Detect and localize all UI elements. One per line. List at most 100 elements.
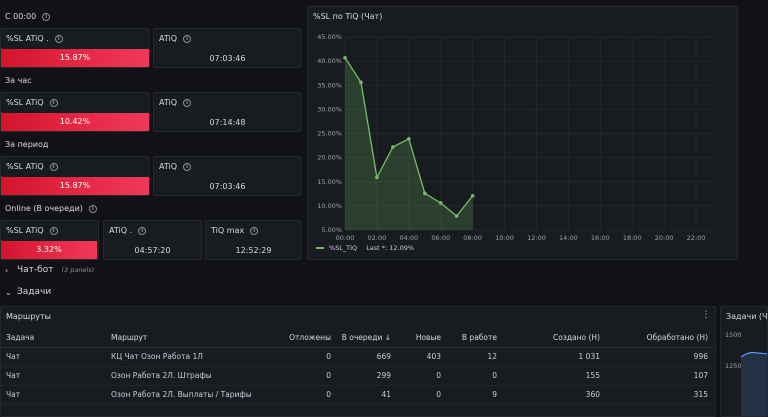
panel-title: ATiQ i xyxy=(159,98,192,107)
mini-area xyxy=(741,352,767,416)
table-cell: 669 xyxy=(336,347,396,367)
table-cell: 0 xyxy=(281,385,336,405)
info-icon[interactable]: i xyxy=(183,34,192,43)
y-tick-label: 35.00% xyxy=(317,81,342,89)
x-tick-label: 16:00 xyxy=(591,234,610,242)
info-icon[interactable]: i xyxy=(49,162,58,171)
stat-panel-atiq[interactable]: ATiQ i 07:03:46 xyxy=(153,28,302,68)
chevron-right-icon: › xyxy=(5,265,9,275)
row-title-per-hour: За час xyxy=(5,76,32,85)
stat-panel-sl-atiq[interactable]: %SL ATiQ i 3.32% xyxy=(0,220,99,260)
info-icon[interactable]: i xyxy=(88,204,97,213)
panel-title: %SL ATiQ i xyxy=(6,98,58,107)
section-tasks[interactable]: ⌄ Задачи xyxy=(5,287,51,297)
section-title: Чат-бот xyxy=(17,265,54,275)
table-cell: 0 xyxy=(281,366,336,386)
row-title-label: С 00:00 xyxy=(5,12,37,21)
panel-title: TiQ max i xyxy=(211,226,259,235)
row-title-since-midnight: С 00:00 i xyxy=(5,12,51,21)
data-point[interactable] xyxy=(470,193,475,198)
info-icon[interactable]: i xyxy=(138,226,147,235)
table-row[interactable]: Чат Озон Работа 2Л. Штрафы 0 299 0 0 155… xyxy=(1,366,713,386)
x-tick-label: 12:00 xyxy=(527,234,546,242)
section-chat-bot[interactable]: › Чат-бот (3 panels) xyxy=(5,265,94,275)
stat-value: 07:03:46 xyxy=(209,54,246,63)
table-cell: 360 xyxy=(502,385,605,405)
table-cell: 0 xyxy=(396,385,446,405)
table-cell: КЦ Чат Озон Работа 1Л xyxy=(106,347,281,367)
data-point[interactable] xyxy=(454,214,459,218)
panel-menu-icon[interactable]: ⋮ xyxy=(701,310,711,320)
data-point[interactable] xyxy=(438,201,443,205)
y-tick-label: 1500 xyxy=(725,331,742,339)
line-chart[interactable]: 45.00% 40.00% 35.00% 30.00% 25.00% 20.00% 15.0… xyxy=(308,7,737,259)
column-header[interactable]: В очереди ↓ xyxy=(336,328,396,348)
info-icon[interactable]: i xyxy=(49,226,58,235)
table-cell: Чат xyxy=(1,347,106,367)
stat-panel-atiq[interactable]: ATiQ i 07:03:46 xyxy=(153,156,302,196)
legend-last-value: Last *: 12.09% xyxy=(366,244,415,252)
column-header[interactable]: Маршрут xyxy=(106,328,281,348)
stat-value: 12:52:29 xyxy=(235,246,272,255)
stat-panel-sl-atiq[interactable]: %SL ATiQ i 15.87% xyxy=(0,156,150,196)
routes-table-wrap: Задача Маршрут Отложены В очереди ↓ Новы… xyxy=(1,328,713,405)
routes-panel[interactable]: Маршруты ⋮ Задача Маршрут Отложены В оче… xyxy=(0,306,716,417)
stat-value: 15.87% xyxy=(1,49,149,67)
data-point[interactable] xyxy=(407,137,411,141)
table-cell: 155 xyxy=(502,366,605,386)
stat-panel-atiq[interactable]: ATiQ .i 04:57:20 xyxy=(103,220,202,260)
row-title-online: Online (В очереди) i xyxy=(5,204,97,213)
chart-panel-sl-tiq[interactable]: %SL по TiQ (Чат) 45.00% 40.00% 35.00% 30.00… xyxy=(307,6,738,260)
column-header[interactable]: В работе xyxy=(446,328,502,348)
info-icon[interactable]: i xyxy=(183,98,192,107)
mini-area-chart xyxy=(740,351,767,416)
column-header[interactable]: Отложены xyxy=(281,328,336,348)
table-row[interactable]: Чат КЦ Чат Озон Работа 1Л 0 669 403 12 1… xyxy=(1,347,713,367)
x-tick-label: 14:00 xyxy=(559,234,578,242)
panel-title: Маршруты xyxy=(6,312,51,321)
info-icon[interactable]: i xyxy=(49,98,58,107)
stat-value: 3.32% xyxy=(1,241,97,259)
stat-value: 04:57:20 xyxy=(134,246,171,255)
column-header[interactable]: Задача xyxy=(1,328,106,348)
legend-swatch xyxy=(316,247,324,249)
info-icon[interactable]: i xyxy=(42,12,51,21)
stat-value: 15.87% xyxy=(1,177,149,195)
table-cell: Чат xyxy=(1,366,106,386)
y-tick-label: 25.00% xyxy=(317,130,342,138)
info-icon[interactable]: i xyxy=(183,162,192,171)
info-icon[interactable]: i xyxy=(54,34,63,43)
column-header[interactable]: Создано (Н) xyxy=(502,328,605,348)
panel-title: ATiQ i xyxy=(159,162,192,171)
column-header[interactable]: Новые xyxy=(396,328,446,348)
info-icon[interactable]: i xyxy=(250,226,259,235)
data-point[interactable] xyxy=(375,175,379,180)
table-cell: Озон Работа 2Л. Выплаты / Тарифы xyxy=(106,385,281,405)
stat-panel-sl-atiq[interactable]: %SL ATiQ .i 15.87% xyxy=(0,28,150,68)
stat-panel-sl-atiq[interactable]: %SL ATiQ i 10.42% xyxy=(0,92,150,132)
y-tick-label: 20.00% xyxy=(317,154,342,162)
data-point[interactable] xyxy=(359,80,363,85)
table-cell: 41 xyxy=(336,385,396,405)
row-title-label: За час xyxy=(5,76,32,85)
panel-title: %SL по TiQ (Чат) xyxy=(313,12,383,21)
y-tick-label: 1250 xyxy=(725,362,742,370)
data-point[interactable] xyxy=(343,55,347,60)
table-cell: 315 xyxy=(605,385,713,405)
panel-title: %SL ATiQ i xyxy=(6,226,58,235)
tasks-chart-panel[interactable]: Задачи (Ча 1500 1250 xyxy=(720,306,768,417)
table-row[interactable]: Чат Озон Работа 2Л. Выплаты / Тарифы 0 4… xyxy=(1,385,713,405)
x-tick-label: 04:00 xyxy=(399,234,418,242)
y-tick-label: 10.00% xyxy=(317,202,342,210)
stat-panel-atiq[interactable]: ATiQ i 07:14:48 xyxy=(153,92,302,132)
data-point[interactable] xyxy=(391,145,395,149)
table-cell: 12 xyxy=(446,347,502,367)
stat-panel-tiq-max[interactable]: TiQ max i 12:52:29 xyxy=(205,220,302,260)
chart-legend[interactable]: %SL_TIQ Last *: 12.09% xyxy=(316,244,414,252)
data-point[interactable] xyxy=(422,191,427,196)
section-title: Задачи xyxy=(17,287,52,297)
panel-title: %SL ATiQ .i xyxy=(6,34,63,43)
x-tick-label: 10:00 xyxy=(495,234,514,242)
mini-line xyxy=(740,351,767,358)
column-header[interactable]: Обработано (Н) xyxy=(605,328,713,348)
